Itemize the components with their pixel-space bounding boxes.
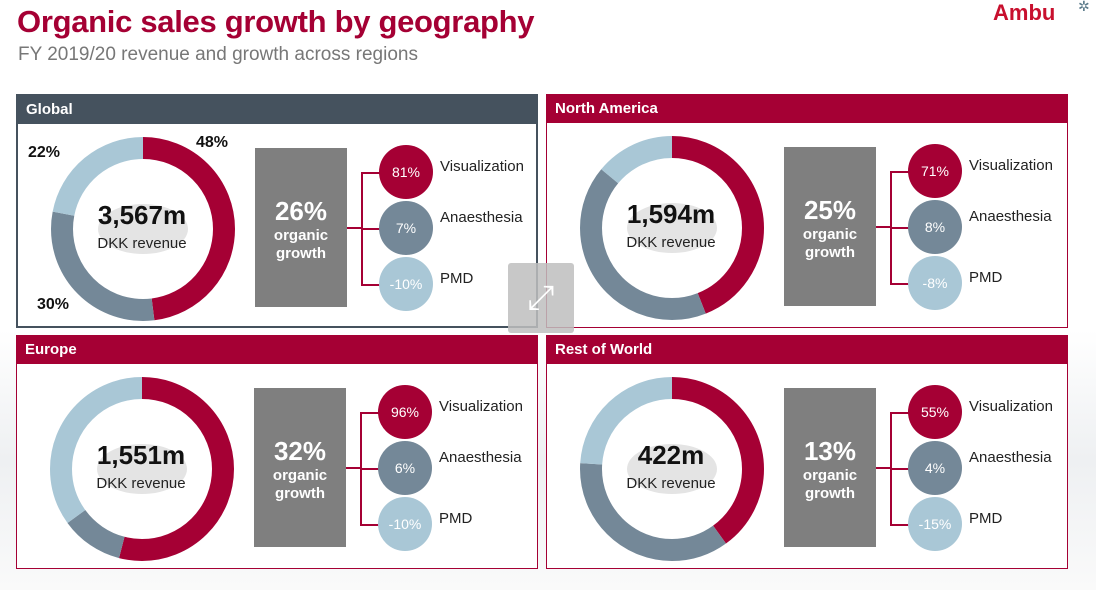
segment-name: PMD [969, 510, 1003, 527]
revenue-label: DKK revenue [626, 234, 716, 251]
donut-segment-pmd [50, 377, 234, 561]
revenue-value: 1,594m [626, 199, 716, 229]
bracket-line [890, 524, 910, 526]
segment-growth-circle: 4% [908, 441, 962, 495]
revenue-label: DKK revenue [626, 475, 716, 492]
segment-name: Visualization [969, 157, 1053, 174]
donut-segment-anaesthesia [51, 137, 235, 321]
segment-name: Visualization [439, 398, 523, 415]
page-title: Organic sales growth by geography [17, 4, 535, 39]
growth-label: growth [275, 485, 325, 502]
world-map-icon [98, 204, 188, 254]
share-label-pmd: 22% [28, 144, 61, 161]
bracket-line [361, 228, 381, 230]
share-label-anaesthesia: 30% [37, 296, 70, 313]
segment-name: PMD [440, 270, 474, 287]
world-map-icon [97, 444, 187, 494]
bracket-line [876, 226, 891, 228]
segment-growth-circle: 71% [908, 144, 962, 198]
organic-growth-box: 25% organic growth [784, 147, 876, 306]
bracket-line [361, 284, 381, 286]
page-subtitle: FY 2019/20 revenue and growth across reg… [18, 44, 418, 65]
segment-name: Anaesthesia [969, 449, 1052, 466]
revenue-donut [580, 136, 764, 320]
growth-label: growth [276, 245, 326, 262]
segment-name: PMD [969, 269, 1003, 286]
panel-global: Global 3,567m DKK revenue 26% organic gro… [16, 94, 538, 328]
donut-segment-pmd [51, 137, 235, 321]
donut-segment-pmd [580, 377, 764, 561]
organic-growth-box: 32% organic growth [254, 388, 346, 547]
revenue-donut [580, 377, 764, 561]
logo-star-icon: ✲ [1078, 0, 1090, 14]
segment-growth-circle: 81% [379, 145, 433, 199]
revenue-value: 422m [637, 440, 705, 470]
panel-title: Global [18, 96, 536, 124]
organic-growth-box: 13% organic growth [784, 388, 876, 547]
segment-name: Anaesthesia [440, 209, 523, 226]
organic-growth-box: 26% organic growth [255, 148, 347, 307]
bracket-line [360, 412, 380, 414]
segment-name: PMD [439, 510, 473, 527]
world-map-icon [627, 203, 717, 253]
segment-growth-circle: -8% [908, 256, 962, 310]
panel-title: Rest of World [547, 336, 1067, 364]
growth-value: 32% [273, 436, 327, 466]
bracket-line [876, 467, 891, 469]
segment-growth-circle: -10% [379, 257, 433, 311]
growth-label: growth [805, 485, 855, 502]
bracket-line [890, 468, 910, 470]
expand-arrows-icon: ⤢ [527, 279, 555, 317]
panel-europe: Europe 1,551m DKK revenue 32% organic gro… [16, 335, 538, 569]
bracket-line [347, 227, 362, 229]
growth-value: 25% [803, 195, 857, 225]
donut-segment-anaesthesia [580, 136, 764, 320]
segment-name: Visualization [969, 398, 1053, 415]
donut-segment-pmd [580, 136, 764, 320]
segment-growth-circle: 96% [378, 385, 432, 439]
revenue-donut [51, 137, 235, 321]
panel-rest-of-world: Rest of World 422m DKK revenue 13% organ… [546, 335, 1068, 569]
segment-name: Anaesthesia [439, 449, 522, 466]
segment-growth-circle: 7% [379, 201, 433, 255]
world-map-icon [627, 444, 717, 494]
growth-value: 13% [803, 436, 857, 466]
revenue-value: 3,567m [97, 200, 187, 230]
bracket-line [890, 171, 910, 173]
segment-growth-circle: -15% [908, 497, 962, 551]
growth-label: organic [273, 227, 329, 244]
panel-north-america: North America 1,594m DKK revenue 25% org… [546, 94, 1068, 328]
bracket-line [890, 227, 910, 229]
bracket-line [346, 467, 361, 469]
growth-value: 26% [274, 196, 328, 226]
revenue-value: 1,551m [96, 440, 186, 470]
growth-label: growth [805, 244, 855, 261]
growth-label: organic [802, 226, 858, 243]
panel-title: North America [547, 95, 1067, 123]
share-label-visualization: 48% [196, 134, 229, 151]
expand-button[interactable]: ⤢ [508, 263, 574, 333]
segment-growth-circle: -10% [378, 497, 432, 551]
revenue-label: DKK revenue [97, 235, 187, 252]
bracket-line [361, 172, 381, 174]
donut-segment-anaesthesia [580, 377, 764, 561]
revenue-label: DKK revenue [96, 475, 186, 492]
bracket-line [360, 524, 380, 526]
bracket-line [890, 283, 910, 285]
bracket-line [890, 412, 910, 414]
segment-growth-circle: 6% [378, 441, 432, 495]
segment-growth-circle: 8% [908, 200, 962, 254]
segment-growth-circle: 55% [908, 385, 962, 439]
panel-title: Europe [17, 336, 537, 364]
bracket-line [360, 468, 380, 470]
growth-label: organic [802, 467, 858, 484]
revenue-donut [50, 377, 234, 561]
segment-name: Anaesthesia [969, 208, 1052, 225]
ambu-logo: Ambu [993, 0, 1056, 25]
segment-name: Visualization [440, 158, 524, 175]
growth-label: organic [272, 467, 328, 484]
